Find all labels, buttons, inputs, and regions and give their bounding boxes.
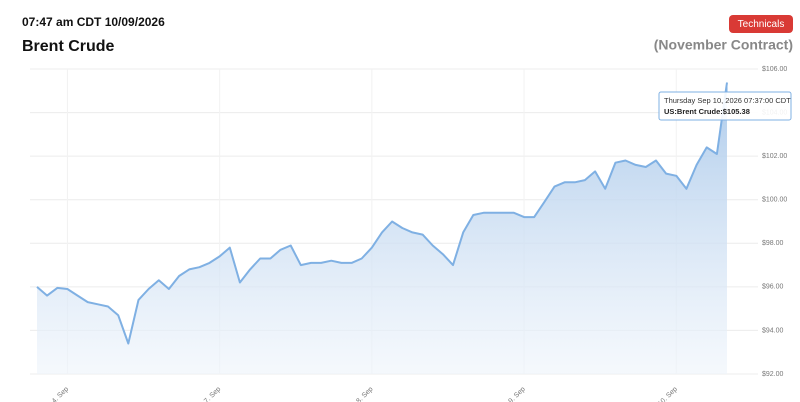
y-tick-label: $98.00 bbox=[762, 240, 784, 247]
x-tick-label: 9. Sep bbox=[508, 386, 527, 402]
plot: $92.00 $94.00 $96.00 $98.00 $100.00 $102.00 $1… bbox=[30, 66, 792, 402]
x-tick-label: 4. Sep bbox=[51, 386, 70, 402]
y-tick-label: $106.00 bbox=[762, 66, 787, 73]
button-bg[interactable] bbox=[729, 15, 793, 33]
tooltip-text: US:Brent Crude:$105.38 bbox=[664, 107, 750, 116]
tooltip-title: Thursday Sep 10, 2026 07:37:00 CDT bbox=[664, 96, 791, 105]
y-tick-label: $96.00 bbox=[762, 284, 784, 291]
tooltip-box bbox=[658, 91, 792, 121]
x-tick-label: 8. Sep bbox=[355, 386, 374, 402]
button-label[interactable]: Technicals bbox=[738, 19, 785, 30]
y-tick-label: $94.00 bbox=[762, 327, 784, 334]
area bbox=[37, 82, 727, 374]
timestamp: 07:47 am CDT 10/09/2026 bbox=[22, 15, 165, 29]
x-tick-label: 7. Sep bbox=[203, 386, 222, 402]
x-tick-label: 10. Sep bbox=[657, 386, 679, 402]
chart-subtitle: (November Contract) bbox=[654, 37, 793, 53]
chart-title: Brent Crude bbox=[22, 38, 115, 55]
technicals-button[interactable]: Technicals bbox=[729, 15, 793, 33]
y-tick-label: $102.00 bbox=[762, 153, 787, 160]
line bbox=[36, 82, 728, 345]
y-tick-label: $92.00 bbox=[762, 371, 784, 378]
y-tick-label: $100.00 bbox=[762, 197, 787, 204]
